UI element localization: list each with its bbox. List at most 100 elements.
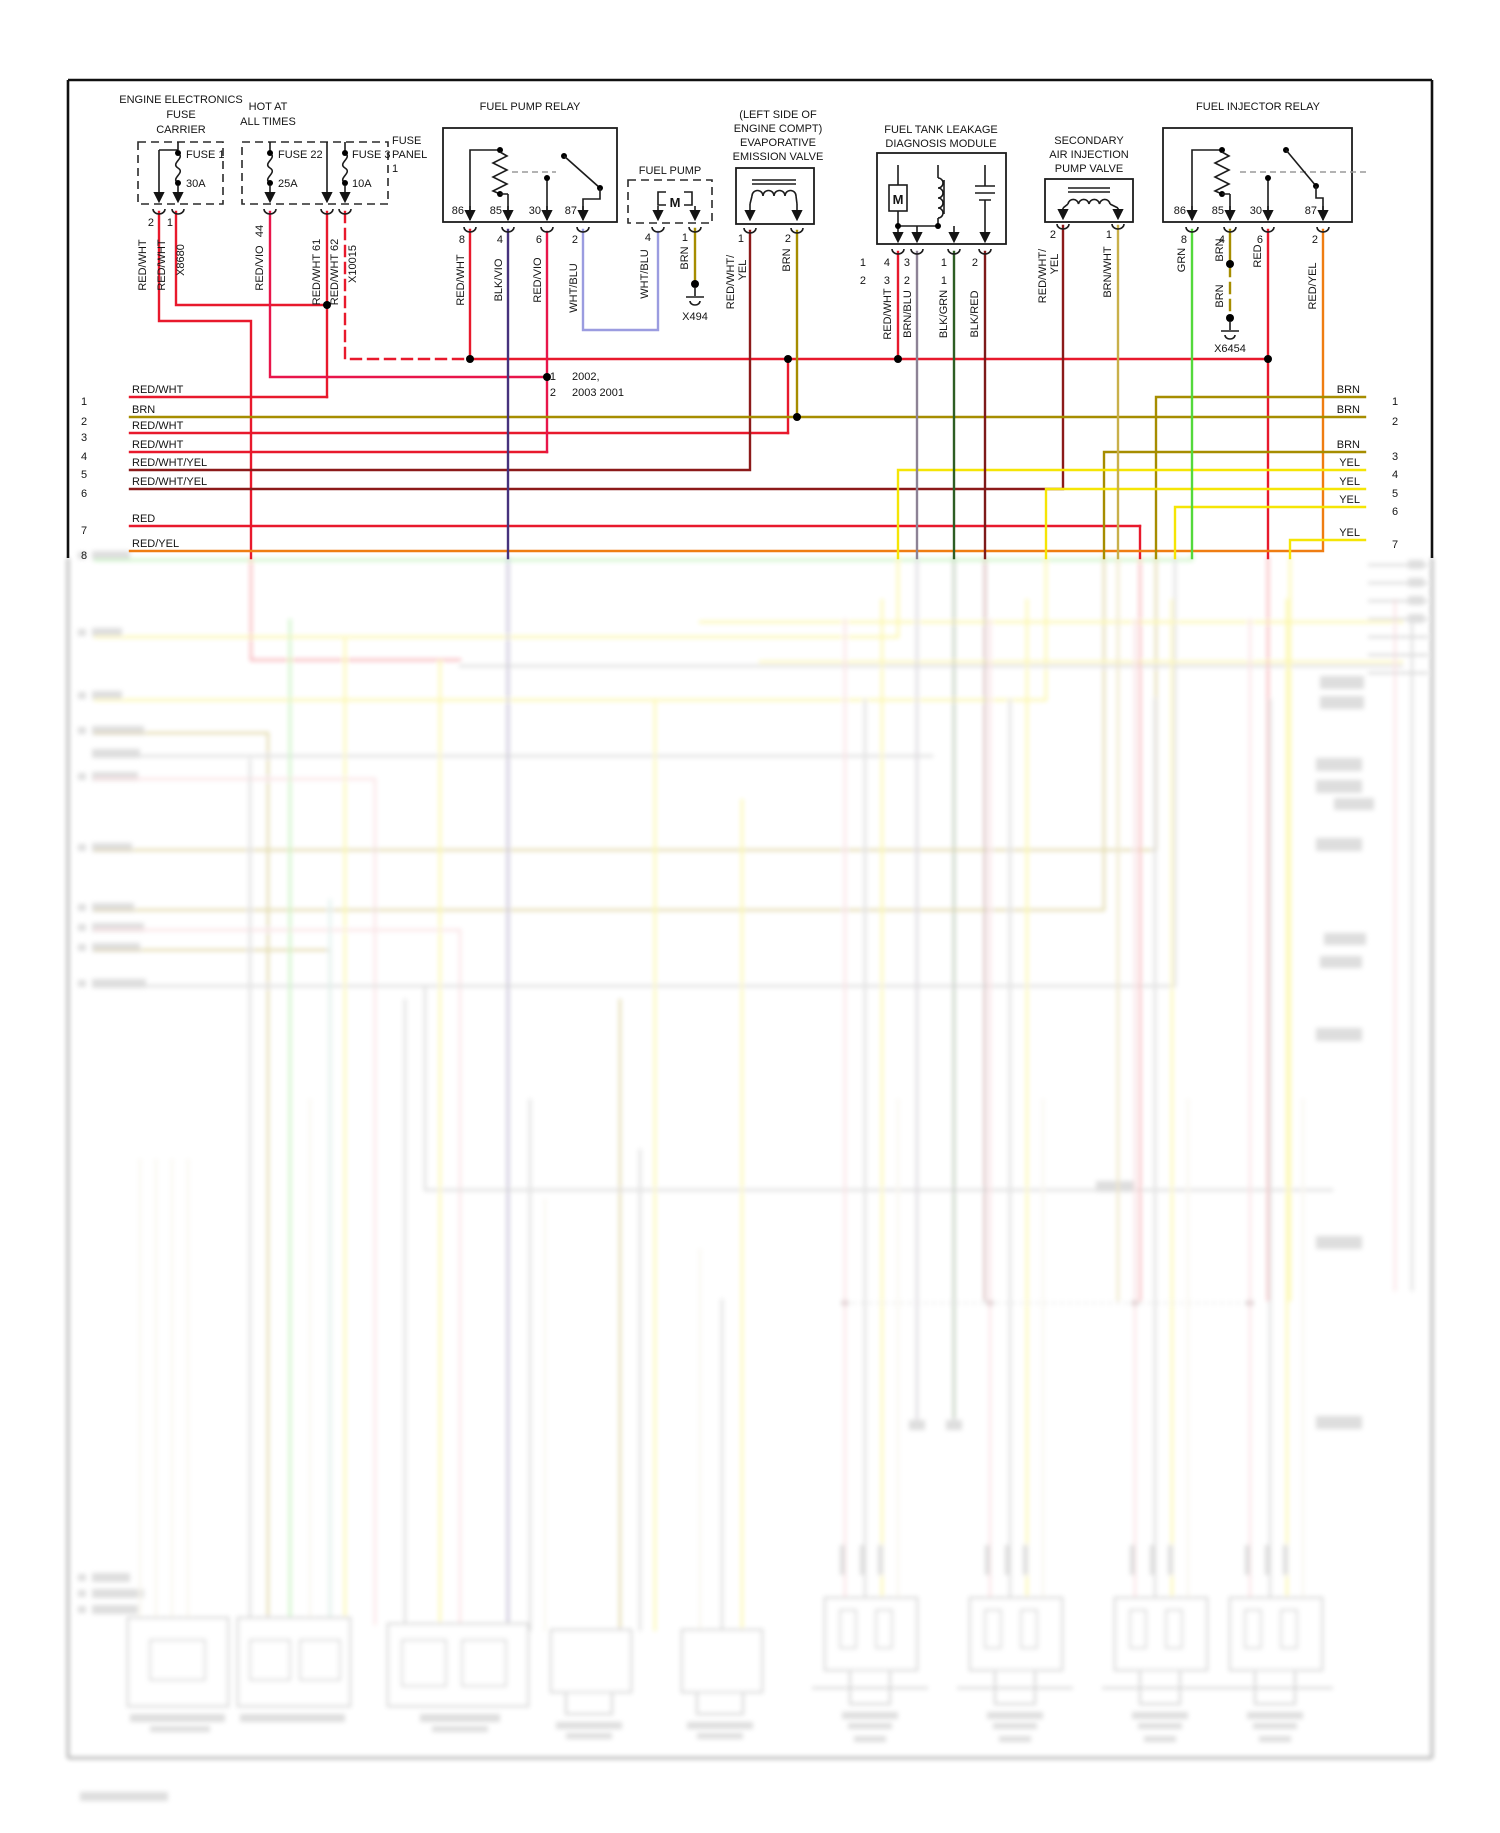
fuse-carrier-title: CARRIER bbox=[156, 124, 206, 136]
junction-dots bbox=[323, 260, 1272, 421]
pin-number: 1 bbox=[1106, 229, 1112, 241]
wires-misc bbox=[506, 224, 1194, 560]
fuel-pump-relay-title: FUEL PUMP RELAY bbox=[480, 101, 581, 113]
connector-id: X10015 bbox=[347, 245, 359, 283]
component-air-valve: SECONDARY AIR INJECTION PUMP VALVE 2 1 R… bbox=[1037, 135, 1134, 303]
row-number: 2 bbox=[1392, 416, 1398, 428]
component-fuse-carrier: ENGINE ELECTRONICS FUSE CARRIER FUSE 1 3… bbox=[119, 94, 242, 291]
row-number: 1 bbox=[1392, 396, 1398, 408]
row-label: RED/WHT bbox=[132, 384, 184, 396]
wires-red bbox=[128, 210, 1270, 560]
row-number: 3 bbox=[81, 432, 87, 444]
pin-number: 2 bbox=[1312, 234, 1318, 246]
wire-label: RED/VIO bbox=[532, 257, 544, 303]
wire-label: RED/YEL bbox=[1307, 262, 1319, 309]
wires-brown bbox=[128, 227, 1367, 560]
wire-label: WHT/BLU bbox=[568, 263, 580, 313]
pin-number: 2 bbox=[904, 275, 910, 287]
row-number: 4 bbox=[81, 451, 87, 463]
fuse-panel-title: HOT AT bbox=[249, 101, 288, 113]
faded-injector-group-4 bbox=[1217, 598, 1333, 1742]
row-label: RED/WHT bbox=[132, 439, 184, 451]
pin-number: 3 bbox=[904, 257, 910, 269]
component-fuel-pump-relay: FUEL PUMP RELAY 86 85 30 87 8 4 6 2 RED/… bbox=[442, 101, 618, 313]
pin-number: 4 bbox=[645, 232, 651, 244]
row-number: 1 bbox=[860, 257, 866, 269]
ground-id: X6454 bbox=[1214, 343, 1246, 355]
relay-pin: 86 bbox=[452, 205, 464, 217]
fuse3-amp: 10A bbox=[352, 178, 372, 190]
row-number: 5 bbox=[81, 469, 87, 481]
row-label: BRN bbox=[1337, 439, 1360, 451]
injector-relay-title: FUEL INJECTOR RELAY bbox=[1196, 101, 1321, 113]
fuse-carrier-title: ENGINE ELECTRONICS bbox=[119, 94, 242, 106]
ground-symbol-x6454 bbox=[1221, 314, 1239, 340]
pin-number: 4 bbox=[884, 257, 890, 269]
wire-label: RED/WHT/ bbox=[1037, 248, 1049, 303]
faded-bottom-left-connectors bbox=[127, 1617, 763, 1739]
note-text: 2003 2001 bbox=[572, 387, 624, 399]
row-label: RED/WHT bbox=[132, 420, 184, 432]
wires-yellow bbox=[896, 468, 1367, 560]
module-title: FUEL TANK LEAKAGE bbox=[884, 124, 998, 136]
note-number: 1 bbox=[550, 371, 556, 383]
right-row-labels: BRN 1 BRN 2 BRN 3 YEL 4 YEL 5 YEL 6 YEL 7 bbox=[1337, 384, 1398, 551]
wire-label: YEL bbox=[737, 260, 749, 281]
row-label: RED/WHT/YEL bbox=[132, 457, 207, 469]
model-year-notes: 1 2002, 2 2003 2001 bbox=[550, 371, 624, 399]
pin-number: 4 bbox=[1219, 234, 1225, 246]
wires-orange bbox=[128, 228, 1325, 553]
wire-label: RED/WHT bbox=[455, 254, 467, 306]
wire-label: WHT/BLU bbox=[639, 249, 651, 299]
pin-number: 8 bbox=[1181, 234, 1187, 246]
wire-label: BRN bbox=[1214, 284, 1226, 307]
fuse-carrier-title: FUSE bbox=[166, 109, 195, 121]
row-number: 1 bbox=[81, 396, 87, 408]
diagram-border bbox=[66, 78, 1434, 558]
wire-label: BLK/GRN bbox=[938, 290, 950, 338]
wire-label: BLK/RED bbox=[969, 290, 981, 337]
pin-number: 4 bbox=[497, 234, 503, 246]
row-label: RED/YEL bbox=[132, 538, 179, 550]
wire-label: RED/WHT bbox=[137, 239, 149, 291]
fuse1-label: FUSE 1 bbox=[186, 149, 225, 161]
faded-vertical-wires bbox=[138, 556, 1414, 1632]
row-number: 6 bbox=[1392, 506, 1398, 518]
pin-number: 1 bbox=[682, 232, 688, 244]
row-label: BRN bbox=[132, 404, 155, 416]
component-leak-module: FUEL TANK LEAKAGE DIAGNOSIS MODULE M 1 2… bbox=[860, 124, 1007, 340]
fuse22-amp: 25A bbox=[278, 178, 298, 190]
wires-red-violet bbox=[268, 210, 549, 454]
row-number: 2 bbox=[860, 275, 866, 287]
pin-number: 44 bbox=[254, 225, 266, 237]
fuse-panel-name: 1 bbox=[392, 163, 398, 175]
fuel-pump-title: FUEL PUMP bbox=[639, 165, 702, 177]
relay-pin: 30 bbox=[1250, 205, 1262, 217]
row-number: 4 bbox=[1392, 469, 1398, 481]
row-label: YEL bbox=[1339, 476, 1360, 488]
pin-number: 6 bbox=[1257, 234, 1263, 246]
connector-id: X8680 bbox=[175, 244, 187, 276]
wire-label: BRN/BLU bbox=[902, 290, 914, 338]
faded-injector-group-2 bbox=[957, 598, 1073, 1742]
row-label: YEL bbox=[1339, 457, 1360, 469]
fuse-panel-name: PANEL bbox=[392, 149, 427, 161]
pin-number: 1 bbox=[167, 217, 173, 229]
note-number: 2 bbox=[550, 387, 556, 399]
component-fuse-panel: HOT AT ALL TIMES FUSE PANEL 1 FUSE 22 25… bbox=[240, 101, 427, 305]
wires-maroon bbox=[128, 224, 1065, 491]
module-title: DIAGNOSIS MODULE bbox=[885, 138, 996, 150]
wire-label: RED/WHT/ bbox=[725, 254, 737, 309]
row-number: 7 bbox=[81, 525, 87, 537]
fuse-panel-title: ALL TIMES bbox=[240, 116, 296, 128]
air-valve-title: SECONDARY bbox=[1054, 135, 1124, 147]
evap-title: (LEFT SIDE OF bbox=[739, 109, 817, 121]
component-evap-valve: (LEFT SIDE OF ENGINE COMPT) EVAPORATIVE … bbox=[725, 109, 823, 309]
row-label: BRN bbox=[1337, 404, 1360, 416]
wire-label: RED/WHT bbox=[882, 288, 894, 340]
air-valve-title: AIR INJECTION bbox=[1049, 149, 1129, 161]
evap-title: EMISSION VALVE bbox=[733, 151, 824, 163]
relay-pin: 87 bbox=[565, 205, 577, 217]
row-number: 7 bbox=[1392, 539, 1398, 551]
left-row-labels: RED/WHT 1 BRN 2 RED/WHT 3 RED/WHT 4 RED/WHT/… bbox=[81, 384, 207, 562]
